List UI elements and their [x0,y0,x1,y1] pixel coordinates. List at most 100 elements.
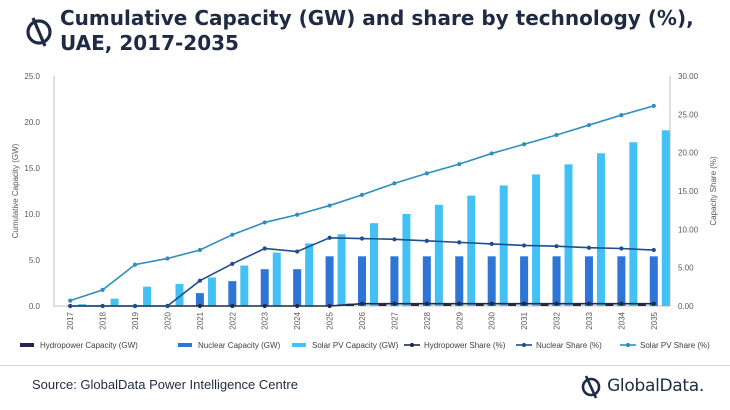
line-nuclear-share-point [489,241,494,246]
x-tick-label: 2028 [423,311,432,329]
legend: Hydropower Capacity (GW) Nuclear Capacity… [20,341,710,350]
line-hydropower-share-point [327,303,332,309]
x-tick-label: 2022 [228,311,237,329]
line-solar-pv-share-point [262,220,267,225]
y-axis-title-left: Cumulative Capacity (GW) [11,143,20,238]
bar-hydropower [508,303,517,306]
line-nuclear-share-point [457,240,462,245]
bar-nuclear [422,256,431,306]
bar-solar-pv [175,283,184,306]
legend-label: Nuclear Capacity (GW) [198,341,281,350]
line-hydropower-share-point [651,301,656,306]
x-tick-label: 2033 [585,311,594,329]
y-axis-title-right: Capacity Share (%) [709,156,718,226]
legend-label: Solar PV Share (%) [640,341,710,350]
legend-swatch-bar [178,343,192,347]
line-solar-pv-share-point [619,113,624,118]
bar-solar-pv [434,204,443,306]
bar-nuclear [487,256,496,306]
bar-nuclear [520,256,529,306]
line-nuclear-share-point [262,246,267,251]
legend-label: Solar PV Capacity (GW) [312,341,399,350]
line-solar-pv-share-point [197,247,202,253]
line-nuclear-share-point [100,303,105,309]
x-tick-label: 2020 [163,311,172,329]
x-tick-label: 2018 [99,311,108,329]
chart-title: Cumulative Capacity (GW) and share by te… [60,6,694,55]
line-hydropower-share-point [197,303,202,309]
brand-logo: GlobalData. [579,372,704,400]
y-tick-label-left: 25.0 [24,72,40,81]
bar-solar-pv [337,234,346,306]
line-solar-pv-share-point [295,212,300,217]
x-tick-label: 2023 [261,311,270,329]
y-tick-label-left: 0.0 [29,302,41,311]
chart-svg: 0.0 5.0 10.0 15.0 20.0 25.0 0.00 5.00 10.00 15.00… [11,72,718,350]
legend-label: Hydropower Capacity (GW) [40,341,138,350]
bar-nuclear [584,256,593,306]
y-tick-label-right: 20.00 [678,149,699,158]
y-tick-label-right: 5.00 [678,264,694,273]
bar-nuclear [293,269,302,306]
line-hydropower-share-point [619,301,624,306]
line-hydropower-share-point [295,303,300,309]
brand-icon [581,375,601,399]
bar-solar-pv [596,153,605,306]
bar-nuclear [325,256,334,306]
x-tick-label: 2017 [66,311,75,329]
line-solar-pv-share-point [586,122,592,128]
line-hydropower-share-point [359,301,365,306]
bar-solar-pv [143,286,152,306]
line-solar-pv-share-point [651,103,656,108]
x-tick-label: 2032 [553,311,562,329]
y-tick-label-left: 5.0 [29,256,41,265]
legend-swatch-marker [409,342,415,348]
bar-solar-pv [467,195,476,306]
bar-hydropower [605,303,614,306]
legend-swatch-bar [20,343,34,347]
legend-label: Nuclear Share (%) [536,341,602,350]
line-hydropower-share-point [522,301,527,306]
bar-solar-pv [499,185,508,306]
x-tick-label: 2021 [196,311,205,329]
line-hydropower-share-point [489,301,494,306]
x-tick-label: 2031 [520,311,529,329]
line-nuclear-share-point [424,238,429,243]
line-hydropower-share-point [554,301,559,306]
y-tick-label-right: 0.00 [678,302,694,311]
bar-solar-pv [661,130,670,306]
line-solar-pv-share-point [327,203,332,208]
bar-hydropower [637,303,646,306]
line-nuclear-share-point [230,261,235,266]
x-tick-label: 2024 [293,311,302,329]
bar-solar-pv [110,298,119,306]
bar-solar-pv [629,142,638,306]
bar-solar-pv [207,277,216,306]
bar-hydropower [572,303,581,306]
bar-nuclear [195,293,204,306]
line-nuclear-share-point [295,249,300,254]
brand-name: GlobalData. [607,376,704,396]
y-tick-label-left: 20.0 [24,118,40,127]
line-solar-pv-share-point [132,262,138,267]
line-hydropower-share-point [262,303,267,309]
bar-nuclear [552,256,561,306]
globaldata-logo-icon [26,17,52,47]
bar-nuclear [390,256,399,306]
source-note: Source: GlobalData Power Intelligence Ce… [32,377,298,392]
y-tick-label-right: 30.00 [678,72,699,81]
line-nuclear-share-point [359,236,365,241]
bar-solar-pv [564,164,573,306]
bar-solar-pv [272,252,281,306]
line-hydropower-share-point [392,301,397,306]
footer-divider [0,365,730,366]
line-nuclear-share-point [327,235,332,240]
bar-nuclear [455,256,464,306]
line-nuclear-share-point [586,245,592,250]
bar-solar-pv [78,304,87,306]
bar-hydropower [475,303,484,306]
line-hydropower-share-point [586,301,592,306]
legend-label: Hydropower Share (%) [424,341,506,350]
chart-area: 0.0 5.0 10.0 15.0 20.0 25.0 0.00 5.00 10.00 15.00… [0,68,730,363]
line-solar-pv-share-point [68,298,73,303]
